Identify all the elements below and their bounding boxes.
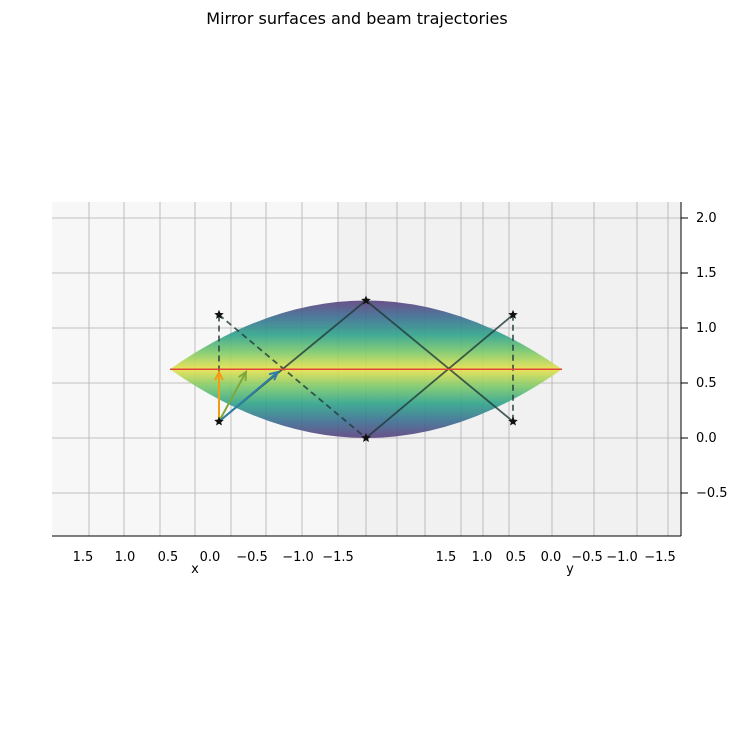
upper-mirror-surface [170, 300, 562, 370]
arrow-head [268, 370, 280, 381]
x-tick-label: −0.5 [236, 550, 268, 565]
beam-trajectories [218, 299, 514, 439]
y-axis-label: y [566, 562, 574, 577]
beam-segment [218, 314, 367, 439]
y-tick-label: 0.0 [541, 550, 562, 565]
z-tick-label: 2.0 [696, 211, 717, 226]
direction-arrows [214, 369, 280, 423]
y-tick-label: 0.5 [506, 550, 527, 565]
reflection-points [214, 295, 518, 443]
z-tick-label: −0.5 [696, 486, 728, 501]
x-tick-label: −1.0 [282, 550, 314, 565]
x-tick-label: 0.0 [200, 550, 221, 565]
reflection-point-marker [214, 416, 224, 426]
z-tick-label: 1.0 [696, 321, 717, 336]
reflection-point-marker [214, 309, 224, 319]
y-axis-ticks: 1.5 1.0 0.5 0.0 −0.5 −1.0 −1.5 [436, 550, 676, 565]
y-tick-label: −1.0 [606, 550, 638, 565]
x-tick-label: 0.5 [158, 550, 179, 565]
beam-segment [365, 314, 514, 439]
reflection-point-marker [508, 309, 518, 319]
x-axis-label: x [191, 562, 199, 577]
x-tick-label: 1.5 [73, 550, 94, 565]
arrow-head [214, 369, 224, 381]
beam-segment [365, 299, 514, 423]
reflection-point-marker [361, 433, 371, 443]
z-tick-label: 1.5 [696, 266, 717, 281]
chart-title: Mirror surfaces and beam trajectories [206, 9, 507, 28]
x-tick-label: −1.5 [322, 550, 354, 565]
y-tick-label: −0.5 [571, 550, 603, 565]
y-tick-label: 1.0 [472, 550, 493, 565]
reflection-point-marker [361, 295, 371, 305]
z-tick-label: 0.0 [696, 431, 717, 446]
arrow-head [238, 369, 248, 382]
reflection-point-marker [508, 416, 518, 426]
direction-arrow [218, 371, 247, 422]
y-tick-label: −1.5 [644, 550, 676, 565]
direction-arrow [218, 371, 279, 423]
x-tick-label: 1.0 [115, 550, 136, 565]
x-axis-ticks: 1.5 1.0 0.5 0.0 −0.5 −1.0 −1.5 [73, 550, 354, 565]
z-axis-ticks: 2.0 1.5 1.0 0.5 0.0 −0.5 [681, 211, 728, 501]
lower-mirror-surface [170, 369, 562, 438]
z-tick-label: 0.5 [696, 376, 717, 391]
y-tick-label: 1.5 [436, 550, 457, 565]
